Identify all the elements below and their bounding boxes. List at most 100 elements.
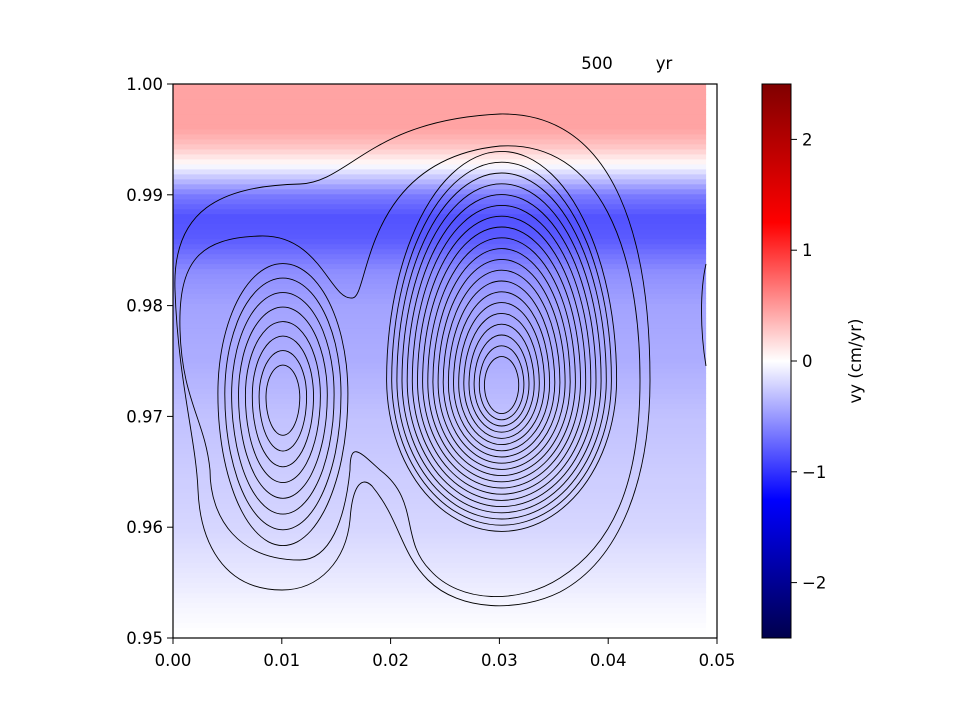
heatmap-band [173,303,707,309]
heatmap-band [173,263,707,270]
heatmap-band [173,153,707,160]
contour-line [391,161,612,526]
x-tick-label: 0.01 [263,651,300,670]
contour-line [701,263,707,367]
heatmap-band [173,293,707,299]
contour-line [463,312,540,439]
heatmap-band [173,198,707,205]
contour-line [453,291,551,452]
contour-line [406,194,597,508]
heatmap-band [173,233,707,240]
x-axis: 0.00 0.01 0.02 0.03 0.04 0.05 [155,638,736,670]
heatmap-band [173,537,707,544]
heatmap-band [173,228,707,235]
heatmap-band [173,348,707,354]
heatmap-band [173,84,707,90]
heatmap-band [173,517,707,524]
heatmap-band [173,298,707,304]
heatmap-band [173,378,707,384]
heatmap-band [173,288,707,295]
heatmap-band [173,592,707,599]
heatmap-band [173,602,707,609]
heatmap-band [173,507,707,514]
heatmap-band [173,572,707,579]
heatmap-band [173,183,707,190]
heatmap-band [173,358,707,364]
contour-line [401,183,602,514]
heatmap-band [173,368,707,374]
heatmap-band [173,552,707,559]
plot-frame [172,83,718,639]
heatmap-band [173,173,707,180]
heatmap-band [173,343,707,349]
heatmap-band [173,103,707,110]
y-axis: 0.95 0.96 0.97 0.98 0.99 1.00 [126,75,173,648]
colorbar-tick-label: 1 [802,241,813,260]
contour-line [478,345,525,421]
heatmap-band [173,128,707,135]
heatmap-band [173,567,707,574]
heatmap-band [173,438,707,444]
x-tick-label: 0.05 [699,651,736,670]
contour-line [483,356,520,415]
contour-line [258,350,308,452]
heatmap-band [173,243,707,250]
heatmap-band [173,532,707,539]
heatmap-band [173,587,707,594]
heatmap-band [173,393,707,399]
heatmap-band [173,253,707,260]
contour-line [265,364,301,436]
heatmap-band [173,148,707,155]
heatmap-band [173,428,707,434]
contour-line [224,277,342,531]
colorbar: −2 −1 0 1 2 vy (cm/yr) [761,83,865,639]
heatmap-band [173,388,707,394]
heatmap-band [173,607,707,614]
heatmap-band [173,442,707,449]
x-tick-label: 0.03 [481,651,518,670]
contour-line [468,323,535,433]
heatmap-band [173,203,707,210]
heatmap-band [173,467,707,474]
heatmap-band [173,512,707,519]
heatmap-band [173,622,707,629]
heatmap-band [173,338,707,344]
heatmap-band [173,497,707,504]
heatmap-band [173,373,707,379]
heatmap-band [173,123,707,130]
heatmap-band [173,318,707,324]
contour-line [422,226,581,489]
heatmap-band [173,313,707,319]
heatmap-band [173,163,707,170]
heatmap-band [173,627,707,634]
contour-line [238,306,328,499]
heatmap-band [173,278,707,285]
heatmap-band [173,308,707,314]
heatmap-band [173,577,707,584]
heatmap-band [173,457,707,464]
contour-line [396,172,607,520]
heatmap-band [173,108,707,115]
contour-line [427,237,576,483]
heatmap-band [173,492,707,499]
y-tick-label: 1.00 [126,75,163,94]
contour-line [417,215,587,495]
heatmap-band [173,477,707,484]
heatmap-band [173,413,707,419]
heatmap-band [173,487,707,494]
y-tick-label: 0.99 [126,186,163,205]
heatmap-band [173,328,707,334]
heatmap-band [173,502,707,509]
heatmap-band [173,213,707,220]
heatmap-band [173,447,707,454]
contour-line [244,321,321,484]
heatmap-band [173,138,707,145]
heatmap-band [173,333,707,339]
heatmap-band [173,88,707,95]
contour-line [432,248,571,477]
heatmap-band [173,617,707,624]
heatmap-band [173,113,707,120]
chart-title-value: 500 [581,54,613,73]
heatmap-band [173,158,707,165]
